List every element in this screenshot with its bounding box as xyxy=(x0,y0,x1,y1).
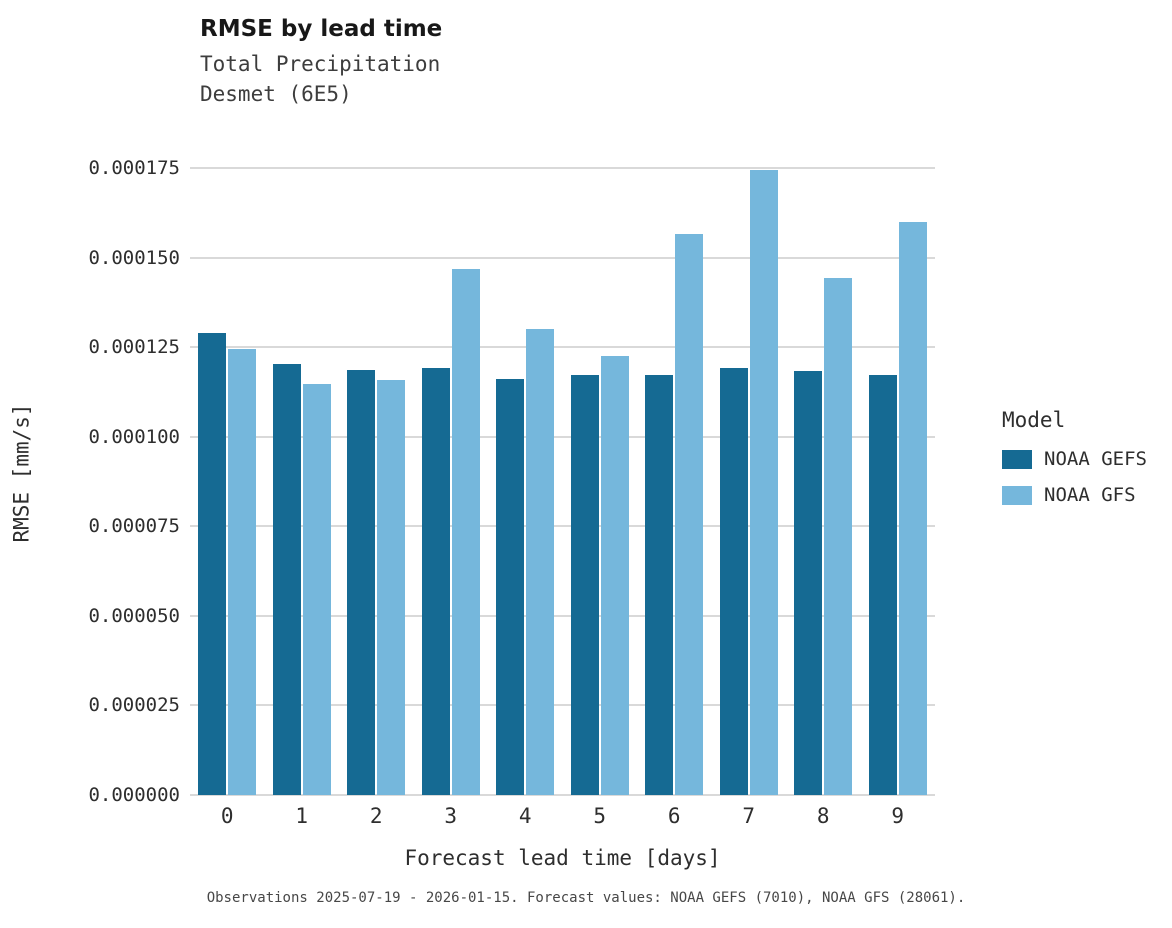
x-tick-label: 8 xyxy=(816,804,830,828)
bar-group xyxy=(339,150,414,795)
bar-group xyxy=(637,150,712,795)
grid-line xyxy=(190,166,935,169)
bar-group xyxy=(414,150,489,795)
bar-noaa-gfs xyxy=(675,234,704,795)
y-tick-label: 0.000150 xyxy=(88,246,180,269)
bar-group xyxy=(563,150,638,795)
bar-group xyxy=(190,150,265,795)
legend-swatch xyxy=(1002,449,1032,469)
chart-subtitle: Total Precipitation Desmet (6E5) xyxy=(200,50,442,110)
y-tick-label: 0.000175 xyxy=(88,156,180,179)
y-tick-label: 0.000075 xyxy=(88,515,180,538)
legend-label: NOAA GFS xyxy=(1044,484,1136,506)
title-block: RMSE by lead time Total Precipitation De… xyxy=(200,16,442,110)
bar-noaa-gfs xyxy=(377,380,406,795)
legend-label: NOAA GEFS xyxy=(1044,448,1147,470)
y-axis-label-wrap: RMSE [mm/s] xyxy=(2,150,42,795)
grid-line xyxy=(190,525,935,528)
bar-noaa-gfs xyxy=(526,328,555,795)
x-tick-label: 6 xyxy=(667,804,681,828)
x-tick-label: 2 xyxy=(369,804,383,828)
bar-noaa-gfs xyxy=(228,348,257,795)
x-tick-label: 1 xyxy=(295,804,309,828)
x-axis-label: Forecast lead time [days] xyxy=(404,846,721,870)
grid-line xyxy=(190,704,935,707)
bar-noaa-gefs xyxy=(272,363,301,795)
y-tick-label: 0.000125 xyxy=(88,336,180,359)
bar-group xyxy=(488,150,563,795)
bar-noaa-gefs xyxy=(794,370,823,795)
bar-noaa-gfs xyxy=(824,277,853,795)
grid-line xyxy=(190,614,935,617)
bar-groups xyxy=(190,150,935,795)
bar-noaa-gefs xyxy=(719,368,748,795)
legend-entry: NOAA GEFS xyxy=(1002,448,1147,470)
grid-line xyxy=(190,256,935,259)
grid-line xyxy=(190,346,935,349)
bar-noaa-gefs xyxy=(868,375,897,795)
bar-noaa-gefs xyxy=(496,379,525,795)
grid-line xyxy=(190,435,935,438)
bar-noaa-gfs xyxy=(898,222,927,795)
x-tick-label: 4 xyxy=(518,804,532,828)
bar-noaa-gefs xyxy=(347,370,376,795)
y-tick-label: 0.000100 xyxy=(88,425,180,448)
y-tick-label: 0.000025 xyxy=(88,694,180,717)
bar-group xyxy=(786,150,861,795)
x-tick-label: 7 xyxy=(742,804,756,828)
y-tick-labels: 0.000000 0.000025 0.000050 0.000075 0.000100… xyxy=(40,150,180,806)
x-tick-label: 5 xyxy=(593,804,607,828)
chart-title: RMSE by lead time xyxy=(200,16,443,42)
bar-group xyxy=(265,150,340,795)
y-tick-label: 0.000050 xyxy=(88,604,180,627)
legend-title: Model xyxy=(1002,408,1066,432)
bar-noaa-gefs xyxy=(645,375,674,795)
x-tick-labels: 0 1 2 3 4 5 6 7 8 9 xyxy=(190,804,935,828)
x-tick-label: 9 xyxy=(891,804,905,828)
y-tick-label: 0.000000 xyxy=(88,784,180,806)
x-tick-label: 0 xyxy=(220,804,234,828)
legend-entries: NOAA GEFS NOAA GFS xyxy=(1002,448,1147,506)
bar-noaa-gfs xyxy=(302,384,331,795)
y-axis-label: RMSE [mm/s] xyxy=(10,402,35,543)
chart-subtitle-line-2: Desmet (6E5) xyxy=(200,81,352,106)
chart-subtitle-line-1: Total Precipitation xyxy=(200,52,441,76)
bar-noaa-gefs xyxy=(198,332,227,795)
bar-group xyxy=(861,150,936,795)
bar-noaa-gfs xyxy=(600,355,629,795)
bar-noaa-gfs xyxy=(749,170,778,795)
bar-noaa-gefs xyxy=(570,375,599,795)
grid-line xyxy=(190,794,935,796)
legend-entry: NOAA GFS xyxy=(1002,484,1147,506)
bar-noaa-gefs xyxy=(421,367,450,795)
bar-noaa-gfs xyxy=(451,268,480,795)
bar-group xyxy=(712,150,787,795)
legend-swatch xyxy=(1002,485,1032,505)
x-tick-label: 3 xyxy=(444,804,458,828)
plot-area xyxy=(190,150,935,796)
caption: Observations 2025-07-19 - 2026-01-15. Fo… xyxy=(206,890,966,906)
legend: Model NOAA GEFS NOAA GFS xyxy=(1002,408,1147,520)
